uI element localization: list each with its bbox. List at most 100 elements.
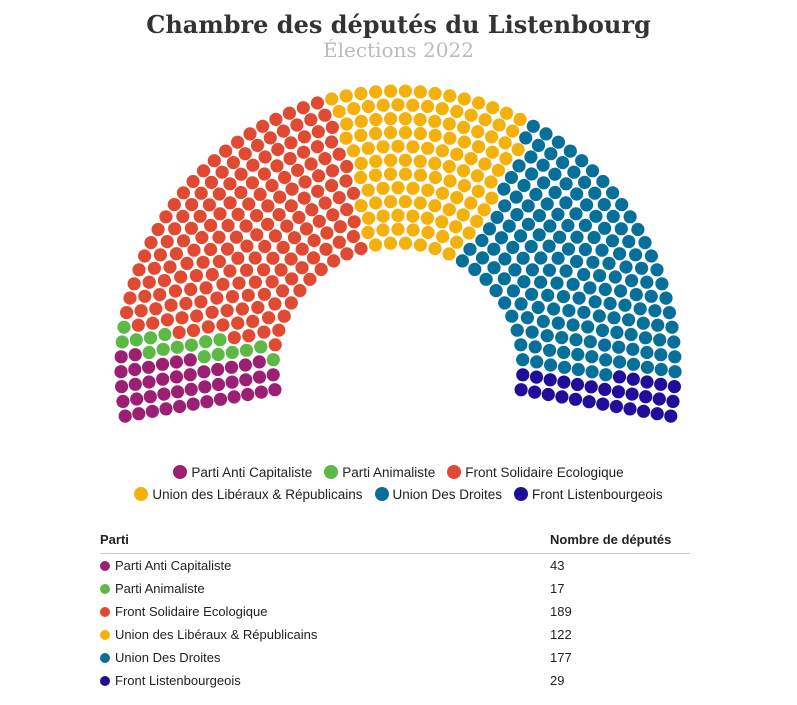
seat[interactable] — [155, 357, 170, 371]
seat[interactable] — [284, 199, 298, 213]
seat[interactable] — [305, 203, 319, 217]
seat[interactable] — [521, 217, 536, 231]
seat[interactable] — [223, 264, 237, 278]
seat[interactable] — [662, 306, 677, 320]
seat[interactable] — [640, 375, 654, 389]
seat[interactable] — [455, 254, 469, 268]
seat[interactable] — [457, 135, 471, 149]
legend-item[interactable]: Union Des Droites — [374, 484, 502, 506]
seat[interactable] — [505, 124, 520, 138]
seat[interactable] — [542, 263, 557, 277]
seat[interactable] — [142, 275, 156, 289]
seat[interactable] — [354, 128, 368, 142]
seat[interactable] — [486, 101, 500, 115]
seat[interactable] — [534, 275, 548, 289]
seat[interactable] — [666, 394, 680, 408]
seat[interactable] — [599, 353, 613, 367]
seat[interactable] — [510, 208, 524, 222]
seat[interactable] — [391, 98, 405, 112]
seat[interactable] — [513, 112, 527, 126]
seat[interactable] — [509, 190, 523, 204]
seat[interactable] — [143, 390, 157, 404]
seat[interactable] — [475, 251, 490, 265]
seat[interactable] — [223, 177, 237, 191]
seat[interactable] — [176, 234, 191, 248]
seat[interactable] — [543, 219, 557, 233]
seat[interactable] — [361, 183, 375, 197]
seat[interactable] — [482, 222, 497, 236]
seat[interactable] — [265, 275, 279, 289]
seat[interactable] — [529, 370, 544, 384]
seat[interactable] — [238, 147, 252, 161]
seat[interactable] — [252, 355, 266, 369]
seat[interactable] — [115, 380, 129, 394]
seat[interactable] — [266, 251, 280, 265]
seat[interactable] — [340, 247, 354, 261]
seat[interactable] — [502, 219, 516, 233]
seat[interactable] — [506, 284, 520, 298]
seat[interactable] — [577, 305, 591, 319]
seat[interactable] — [361, 225, 375, 240]
seat[interactable] — [250, 228, 264, 242]
seat[interactable] — [536, 314, 550, 328]
seat[interactable] — [428, 156, 442, 170]
seat[interactable] — [528, 340, 542, 354]
seat[interactable] — [248, 251, 262, 265]
seat[interactable] — [428, 128, 442, 142]
seat[interactable] — [413, 154, 427, 168]
seat[interactable] — [585, 164, 600, 178]
seat[interactable] — [146, 316, 160, 330]
seat[interactable] — [619, 260, 633, 274]
seat[interactable] — [639, 390, 653, 404]
seat[interactable] — [442, 117, 456, 131]
seat[interactable] — [310, 96, 324, 110]
seat[interactable] — [246, 314, 260, 328]
seat[interactable] — [128, 377, 142, 391]
seat[interactable] — [569, 333, 583, 347]
seat[interactable] — [457, 179, 471, 193]
seat[interactable] — [266, 368, 280, 382]
seat[interactable] — [548, 167, 562, 181]
seat[interactable] — [398, 195, 412, 209]
seat[interactable] — [638, 331, 653, 345]
seat[interactable] — [603, 296, 617, 311]
seat[interactable] — [640, 345, 654, 360]
seat[interactable] — [398, 167, 413, 181]
seat[interactable] — [487, 242, 501, 256]
seat[interactable] — [213, 207, 227, 221]
seat[interactable] — [295, 261, 309, 275]
seat[interactable] — [436, 229, 450, 244]
seat[interactable] — [605, 234, 620, 248]
seat[interactable] — [499, 152, 513, 166]
seat[interactable] — [196, 255, 210, 269]
seat[interactable] — [114, 350, 128, 364]
seat[interactable] — [398, 236, 413, 250]
seat[interactable] — [544, 358, 558, 372]
seat[interactable] — [580, 198, 594, 212]
seat[interactable] — [199, 335, 213, 349]
seat[interactable] — [383, 167, 398, 181]
seat[interactable] — [280, 219, 294, 233]
seat[interactable] — [361, 99, 375, 114]
seat[interactable] — [588, 186, 602, 200]
seat[interactable] — [442, 159, 456, 174]
seat[interactable] — [368, 168, 383, 182]
seat[interactable] — [304, 113, 318, 127]
seat[interactable] — [189, 269, 203, 283]
seat[interactable] — [197, 365, 211, 379]
seat[interactable] — [156, 342, 170, 356]
seat[interactable] — [526, 119, 540, 133]
seat[interactable] — [578, 175, 592, 189]
seat[interactable] — [582, 395, 596, 409]
seat[interactable] — [640, 275, 654, 289]
seat[interactable] — [516, 368, 530, 382]
seat[interactable] — [607, 311, 621, 325]
seat[interactable] — [174, 270, 188, 284]
seat[interactable] — [575, 154, 589, 168]
seat[interactable] — [271, 142, 285, 157]
seat[interactable] — [609, 399, 624, 414]
seat[interactable] — [550, 276, 564, 290]
seat[interactable] — [205, 267, 219, 282]
legend-item[interactable]: Parti Anti Capitaliste — [173, 462, 312, 484]
seat[interactable] — [489, 284, 503, 298]
